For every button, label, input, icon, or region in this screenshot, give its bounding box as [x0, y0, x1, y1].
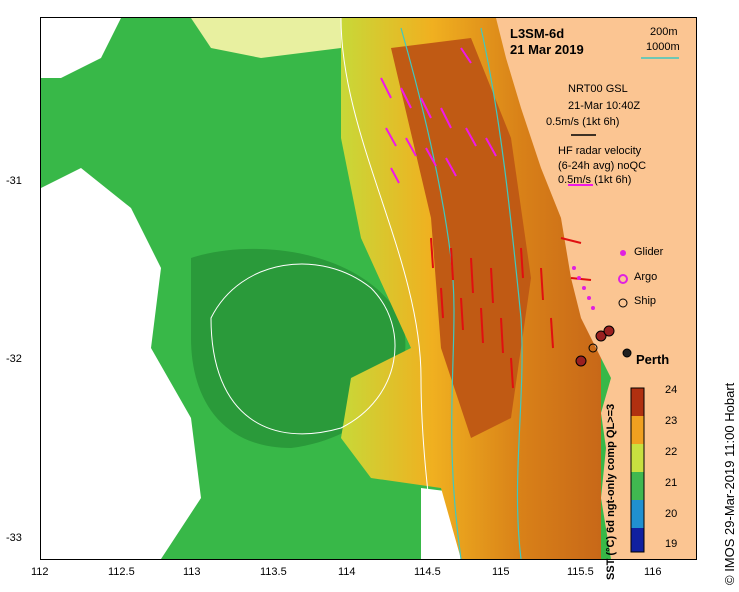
colorbar-tick-22: 22	[665, 446, 678, 458]
isobath-200-line	[340, 18, 437, 559]
cloud-gap-nw	[41, 18, 121, 78]
gsl-time: 21-Mar 10:40Z	[568, 100, 641, 112]
imos-credit: © IMOS 29-Mar-2019 11:00 Hobart	[722, 382, 737, 585]
sst-map-canvas	[41, 18, 696, 559]
warm-core	[391, 38, 531, 438]
hf-radar-scale-label: 0.5m/s (1kt 6h)	[558, 174, 632, 186]
glider-legend-marker	[620, 250, 626, 256]
isobath-1000-label: 1000m	[646, 41, 680, 53]
x-tick-label: 115.5	[567, 566, 594, 578]
cloud-gap-west	[41, 168, 201, 559]
colorbar-tick-24: 24	[665, 384, 678, 396]
colorbar-tick-23: 23	[665, 415, 678, 427]
hf-radar-subtitle: (6-24h avg) noQC	[558, 160, 647, 172]
ship-legend-marker	[618, 298, 628, 308]
sst-map	[40, 17, 697, 560]
product-date: 21 Mar 2019	[510, 42, 584, 57]
x-tick-label: 113.5	[260, 566, 287, 578]
colorbar-tick-20: 20	[665, 508, 678, 520]
y-tick-label: -33	[6, 532, 22, 544]
eddy-contour	[210, 263, 396, 435]
argo-legend-marker	[618, 274, 628, 284]
argo-legend-label: Argo	[634, 271, 658, 283]
x-tick-label: 112.5	[108, 566, 135, 578]
colorbar-title: SST (°C) 6d ngt-only comp QL>=3	[605, 403, 617, 580]
ship-markers	[575, 325, 632, 367]
hf-radar-title: HF radar velocity	[558, 145, 642, 157]
isobath-200-label: 200m	[650, 26, 678, 38]
x-tick-label: 115	[492, 566, 510, 578]
y-tick-label: -32	[6, 353, 22, 365]
glider-legend-label: Glider	[634, 246, 664, 258]
gsl-scale-label: 0.5m/s (1kt 6h)	[546, 116, 620, 128]
current-arrows	[430, 237, 592, 389]
x-tick-label: 112	[31, 566, 49, 578]
land-mass	[496, 18, 696, 559]
x-tick-label: 116	[644, 566, 662, 578]
colorbar-tick-21: 21	[665, 477, 678, 489]
y-tick-label: -31	[6, 175, 22, 187]
hf-radar-arrows	[380, 47, 497, 184]
colorbar-tick-19: 19	[665, 538, 678, 550]
perth-label: Perth	[636, 352, 670, 367]
gsl-title: NRT00 GSL	[568, 83, 628, 95]
product-title: L3SM-6d	[510, 26, 565, 41]
warm-patch-north	[191, 18, 371, 58]
glider-track	[572, 266, 595, 310]
ship-legend-label: Ship	[634, 295, 657, 307]
colorbar	[630, 387, 645, 553]
x-tick-label: 113	[183, 566, 201, 578]
x-tick-label: 114.5	[414, 566, 441, 578]
x-tick-label: 114	[338, 566, 356, 578]
isobath-1000-line-inner	[480, 27, 523, 559]
